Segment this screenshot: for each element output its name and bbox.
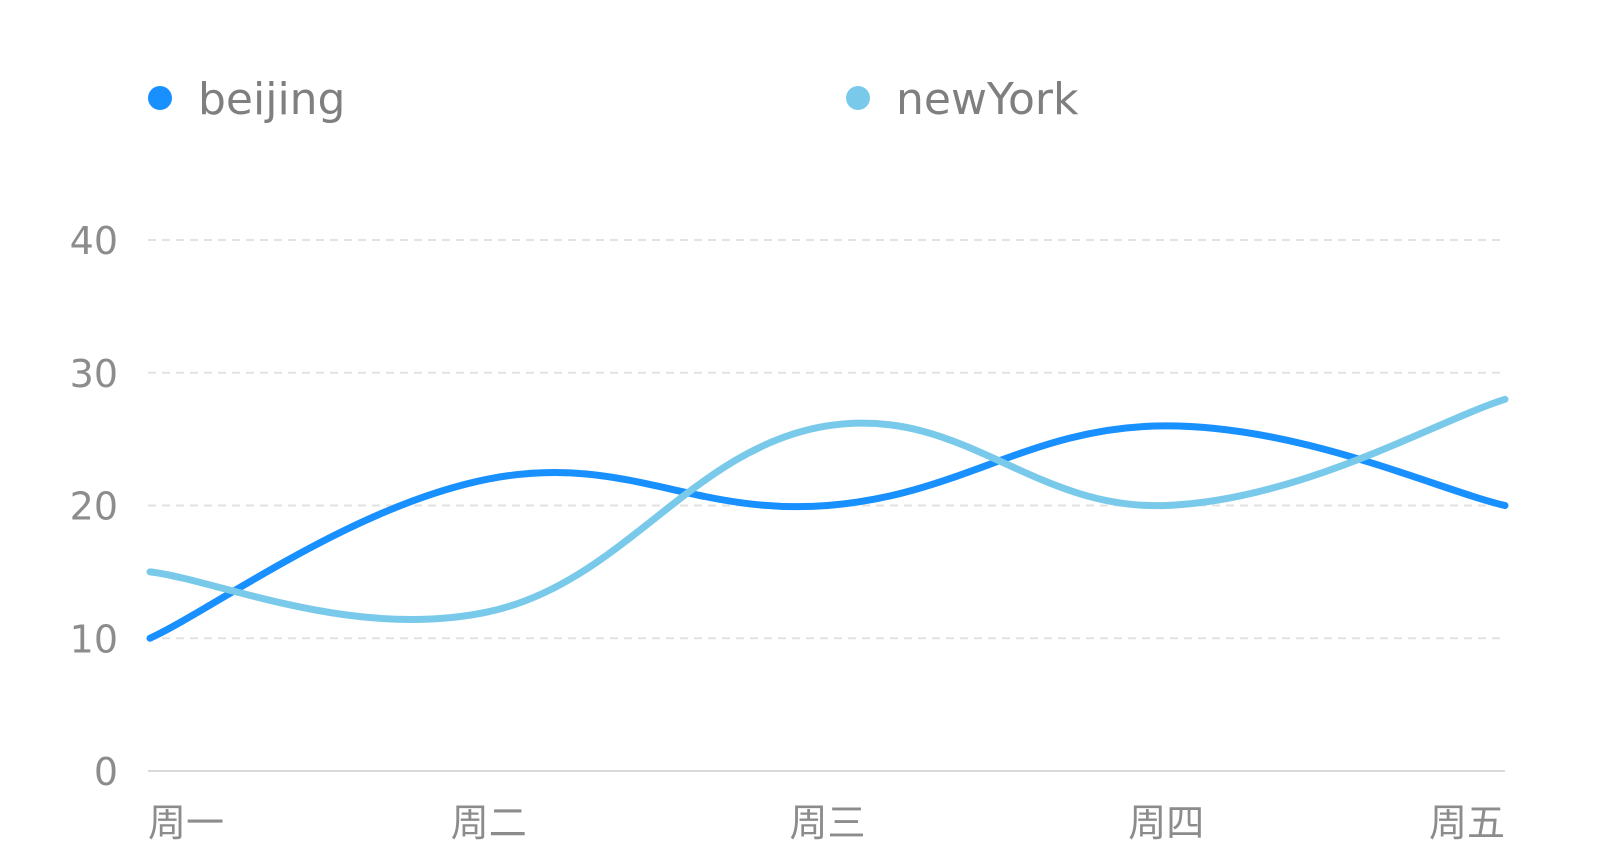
legend: beijing newYork — [148, 74, 1079, 125]
x-tick-label: 周五 — [1429, 801, 1505, 845]
y-tick-label: 30 — [70, 352, 118, 396]
series-line-newYork — [146, 395, 1509, 623]
legend-label-beijing: beijing — [198, 74, 346, 125]
x-tick-label: 周四 — [1128, 801, 1204, 845]
y-tick-label: 20 — [70, 485, 118, 529]
x-tick-label: 周一 — [148, 801, 224, 845]
series-line-beijing — [146, 422, 1509, 642]
x-axis: 周一 周二 周三 周四 周五 — [148, 801, 1505, 845]
legend-marker-beijing — [148, 86, 172, 110]
y-tick-label: 10 — [70, 617, 118, 661]
legend-marker-newYork — [846, 86, 870, 110]
x-tick-label: 周二 — [451, 801, 527, 845]
series-group — [146, 395, 1509, 642]
legend-label-newYork: newYork — [896, 74, 1079, 125]
x-tick-label: 周三 — [789, 801, 865, 845]
y-axis: 0 10 20 30 40 — [70, 219, 118, 794]
y-tick-label: 40 — [70, 219, 118, 263]
y-tick-label: 0 — [94, 750, 118, 794]
